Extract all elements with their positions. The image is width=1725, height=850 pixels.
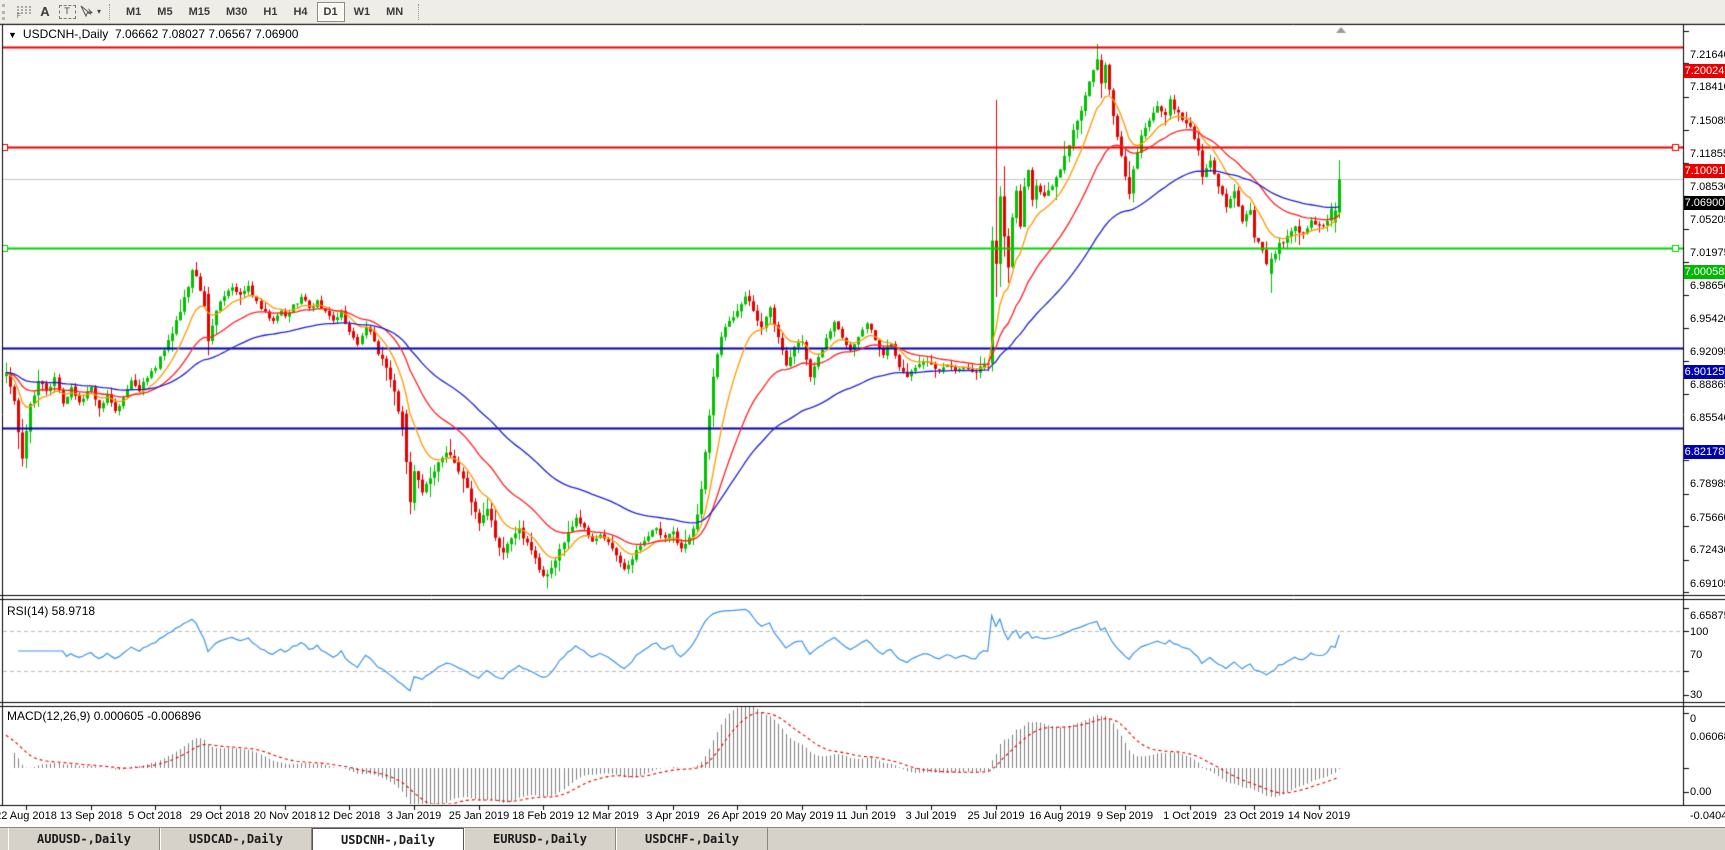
date-tick-label: 12 Dec 2018	[317, 810, 381, 822]
chart-symbol-label: USDCNH-,Daily	[22, 27, 109, 41]
rsi-axis-label: 70	[1690, 649, 1703, 661]
price-tick-label: 6.72430	[1690, 544, 1725, 556]
text-box-tool-icon[interactable]: T	[57, 3, 77, 21]
date-tick-label: 1 Oct 2019	[1163, 810, 1217, 822]
price-tick-label: 6.88865	[1690, 379, 1725, 391]
timeframe-button[interactable]: M15	[188, 5, 210, 18]
rsi-label: RSI(14) 58.9718	[7, 604, 96, 618]
date-tick-label: 12 Mar 2019	[577, 810, 639, 822]
date-tick-label: 16 Aug 2019	[1029, 810, 1091, 822]
date-axis[interactable]: 22 Aug 2018 13 Sep 2018 5 Oct 2018 29 Oct 2…	[0, 806, 1725, 826]
symbol-tab[interactable]: USDCNH-,Daily	[312, 828, 464, 850]
date-tick-label: 3 Apr 2019	[646, 810, 700, 822]
price-tick-label: 6.92095	[1690, 346, 1725, 358]
date-tick-label: 14 Nov 2019	[1287, 810, 1351, 822]
price-tick-label: 7.21640	[1690, 49, 1725, 61]
price-tick-label: 6.85540	[1690, 412, 1725, 424]
collapse-triangle-icon[interactable]: ▼	[8, 30, 17, 40]
dotted-grid-glyph: F	[17, 6, 31, 18]
timeframe-button[interactable]: H1	[263, 5, 278, 18]
macd-axis-label: 0.00	[1690, 786, 1712, 798]
price-tick-label: 7.01975	[1690, 247, 1725, 259]
date-tick-label: 23 Oct 2019	[1224, 810, 1284, 822]
text-label-tool-icon[interactable]: A	[40, 4, 50, 19]
price-tick-label: 6.98650	[1690, 280, 1725, 292]
toolbar-separator-2	[418, 3, 420, 20]
date-tick-label: 25 Jan 2019	[448, 810, 510, 822]
price-tick-label: 7.18410	[1690, 81, 1725, 93]
date-tick-label: 26 Apr 2019	[707, 810, 767, 822]
symbol-tab[interactable]: EURUSD-,Daily	[464, 828, 616, 850]
date-tick-label: 11 Jun 2019	[836, 810, 896, 822]
timeframe-button[interactable]: M1	[126, 5, 142, 18]
chart-surface[interactable]	[0, 24, 1683, 806]
date-tick-label: 20 May 2019	[770, 810, 834, 822]
date-tick-label: 18 Feb 2019	[512, 810, 574, 822]
symbol-tab[interactable]: USDCHF-,Daily	[616, 828, 768, 850]
date-tick-label: 5 Oct 2018	[128, 810, 182, 822]
price-tick-label: 6.78985	[1690, 478, 1725, 490]
timeframe-button[interactable]: D1	[316, 1, 345, 22]
price-tick-label: 6.69105	[1690, 578, 1725, 590]
toolbar-separator	[109, 3, 111, 20]
rsi-axis-label: 100	[1690, 626, 1709, 638]
macd-label: MACD(12,26,9) 0.000605 -0.006896	[7, 709, 202, 723]
date-tick-label: 9 Sep 2019	[1096, 810, 1154, 822]
toolbar: F A T ▾ M1 M5 M15 M30 H1 H4 D1 W1 MN	[0, 0, 1725, 24]
price-level-badge: 6.90125	[1684, 365, 1725, 379]
toolbar-grip-handle[interactable]	[2, 3, 8, 20]
cursor-select-tool-icon[interactable]: ▾	[79, 3, 101, 21]
symbol-tab[interactable]: AUDUSD-,Daily	[8, 828, 160, 850]
date-tick-label: 22 Aug 2018	[0, 810, 57, 822]
price-tick-label: 7.11855	[1690, 148, 1725, 160]
date-tick-label: 29 Oct 2018	[190, 810, 250, 822]
price-level-badge: 7.06900	[1684, 196, 1725, 210]
timeframe-button[interactable]: MN	[386, 5, 404, 18]
date-tick-label: 25 Jul 2019	[967, 810, 1025, 822]
symbol-tab[interactable]: USDCAD-,Daily	[160, 828, 312, 850]
chart-title: ▼ USDCNH-,Daily 7.06662 7.08027 7.06567 7…	[8, 27, 298, 41]
cursor-arrows-glyph	[80, 5, 93, 17]
timeframe-button[interactable]: W1	[353, 5, 371, 18]
symbol-tabbar: AUDUSD-,Daily USDCAD-,Daily USDCNH-,Daily E…	[0, 827, 1725, 850]
dotted-grid-icon[interactable]: F	[13, 3, 33, 21]
price-level-badge: 7.00058	[1684, 265, 1725, 279]
price-tick-label: 6.65875	[1690, 610, 1725, 622]
date-tick-label: 3 Jul 2019	[905, 810, 957, 822]
timeframe-button[interactable]: M30	[225, 5, 248, 18]
price-level-badge: 7.10091	[1684, 164, 1725, 178]
date-tick-label: 20 Nov 2018	[253, 810, 317, 822]
date-tick-label: 3 Jan 2019	[386, 810, 442, 822]
dropdown-caret-icon: ▾	[97, 7, 102, 16]
price-tick-label: 6.75660	[1690, 512, 1725, 524]
price-level-badge: 7.20024	[1684, 64, 1725, 78]
price-tick-label: 6.95420	[1690, 313, 1725, 325]
rsi-axis-label: 0	[1690, 713, 1697, 725]
macd-axis-label: 0.060687	[1690, 731, 1725, 743]
rsi-axis-label: 30	[1690, 689, 1703, 701]
date-tick-label: 13 Sep 2018	[59, 810, 123, 822]
svg-text:F: F	[17, 14, 21, 18]
price-axis[interactable]: 7.21640 7.18410 7.15085 7.11855 7.08530 7.052…	[1684, 24, 1725, 822]
price-level-badge: 6.82178	[1684, 445, 1725, 459]
price-tick-label: 7.05205	[1690, 214, 1725, 226]
timeframe-button[interactable]: H4	[293, 5, 308, 18]
price-tick-label: 7.15085	[1690, 115, 1725, 127]
price-tick-label: 7.08530	[1690, 181, 1725, 193]
chart-ohlc-values: 7.06662 7.08027 7.06567 7.06900	[114, 27, 299, 41]
timeframe-button[interactable]: M5	[157, 5, 173, 18]
